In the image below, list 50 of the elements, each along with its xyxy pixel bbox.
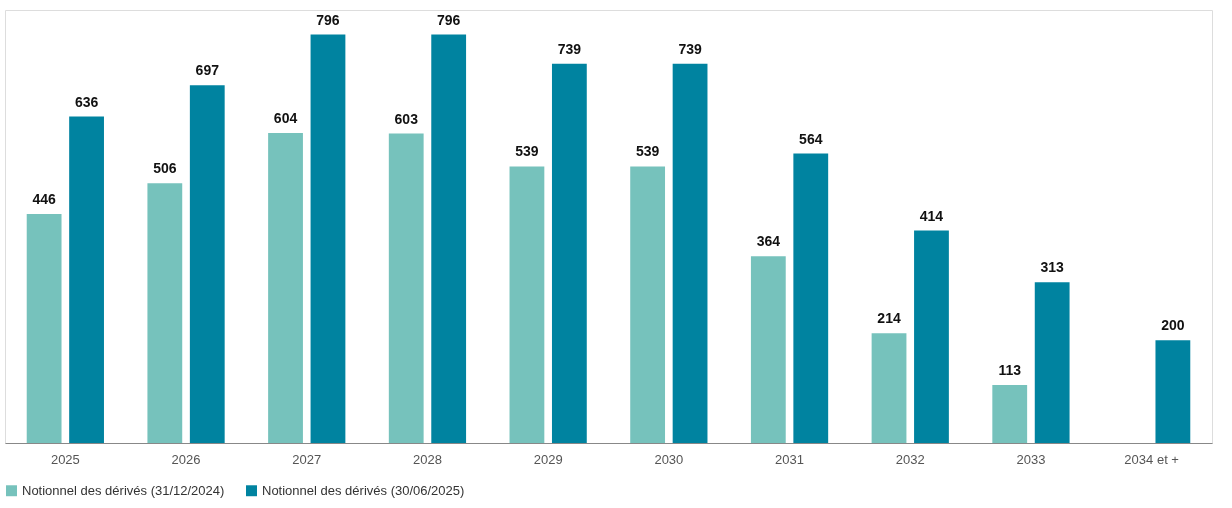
data-label: 636 [74,93,99,110]
data-label: 604 [273,110,298,127]
x-tick-label: 2027 [292,451,322,467]
bar [69,116,104,443]
bar [793,153,829,443]
x-tick-label: 2032 [895,451,925,467]
bar [1155,340,1191,443]
bar [388,133,424,443]
x-tick-label: 2025 [50,451,80,467]
data-label: 200 [1161,317,1185,334]
bar [630,166,666,443]
data-label: 739 [557,40,582,57]
data-label: 603 [394,110,419,127]
x-tick-label: 2031 [775,451,805,467]
data-label: 796 [316,11,340,28]
bar [672,63,708,443]
bar [551,63,587,443]
bar [871,333,907,443]
data-label: 313 [1040,259,1065,276]
data-label: 506 [153,160,177,177]
bar [310,34,346,443]
data-label: 697 [195,62,220,79]
x-tick-label: 2028 [412,451,442,467]
x-tick-label: 2029 [533,451,563,467]
bar [431,34,467,443]
data-label: 113 [998,362,1022,379]
x-tick-label: 2033 [1016,451,1046,467]
data-label: 446 [32,191,57,208]
data-label: 739 [678,40,702,57]
data-label: 796 [436,11,461,28]
bar [268,133,303,443]
data-label: 539 [515,143,539,160]
data-label: 539 [635,143,660,160]
bar [992,385,1028,443]
bar [147,183,183,443]
data-label: 214 [877,310,901,327]
bar [26,214,62,443]
x-tick-label: 2030 [654,451,684,467]
bar [1034,282,1070,443]
x-tick-label: 2034 et + [1124,451,1179,467]
bar [509,166,545,443]
legend-label: Notionnel des dérivés (31/12/2024) [22,482,225,498]
x-tick-label: 2026 [171,451,201,467]
legend-label: Notionnel des dérivés (30/06/2025) [262,482,465,498]
data-label: 564 [799,130,823,147]
bar [750,256,786,443]
data-label: 414 [919,207,944,224]
data-label: 364 [756,233,781,250]
bar [914,230,949,443]
bar [189,85,225,443]
